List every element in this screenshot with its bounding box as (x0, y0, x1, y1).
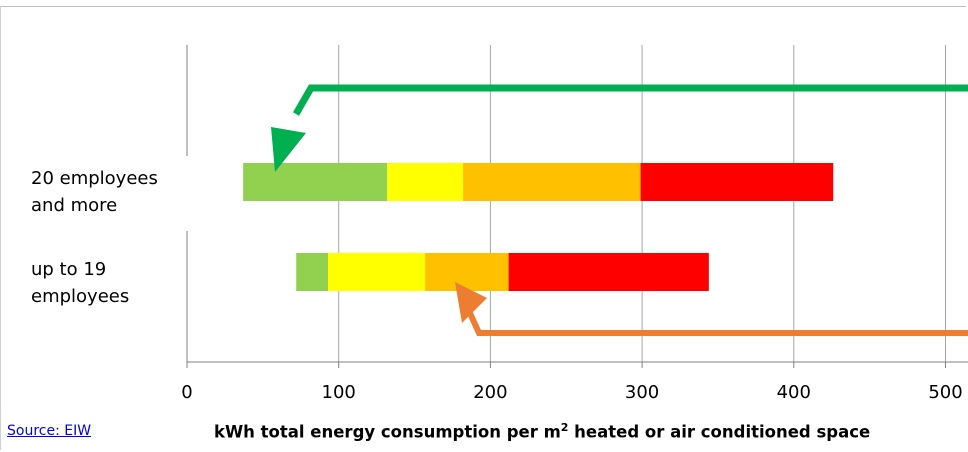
orange-arrow-line (466, 309, 968, 336)
orange-arrow-head (455, 282, 487, 323)
bar-segment (296, 253, 329, 291)
bar-segment (508, 253, 709, 291)
bar-segment (463, 163, 641, 201)
x-tick-label: 500 (928, 382, 962, 403)
bar-segment (328, 253, 426, 291)
chart-frame (0, 6, 966, 450)
bar-segment (640, 163, 834, 201)
source-link[interactable]: Source: EIW (7, 423, 92, 439)
category-label-line: and more (31, 195, 118, 216)
x-tick-label: 300 (625, 382, 659, 403)
category-label-up-to-19: up to 19 employees (31, 256, 129, 310)
axis-label-mask (184, 156, 190, 231)
bar-segment (387, 163, 464, 201)
category-label-20-and-more: 20 employees and more (31, 165, 158, 219)
green-arrow-head (271, 127, 306, 172)
category-label-line: employees (31, 286, 130, 307)
bar-segment (425, 253, 509, 291)
x-tick-label: 100 (322, 382, 356, 403)
x-axis-label-rest: heated or air conditioned space (568, 422, 871, 442)
bar-segment (243, 163, 388, 201)
category-label-line: 20 employees (31, 168, 158, 189)
x-axis-label: kWh total energy consumption per m2 heat… (214, 421, 870, 442)
category-label-line: up to 19 (31, 259, 107, 280)
x-tick-label: 0 (181, 382, 192, 403)
x-tick-label: 400 (777, 382, 811, 403)
x-axis-label-superscript: 2 (560, 421, 569, 434)
green-arrow-line (292, 84, 968, 116)
x-axis-label-main: kWh total energy consumption per m (214, 422, 561, 442)
x-tick-label: 200 (473, 382, 507, 403)
